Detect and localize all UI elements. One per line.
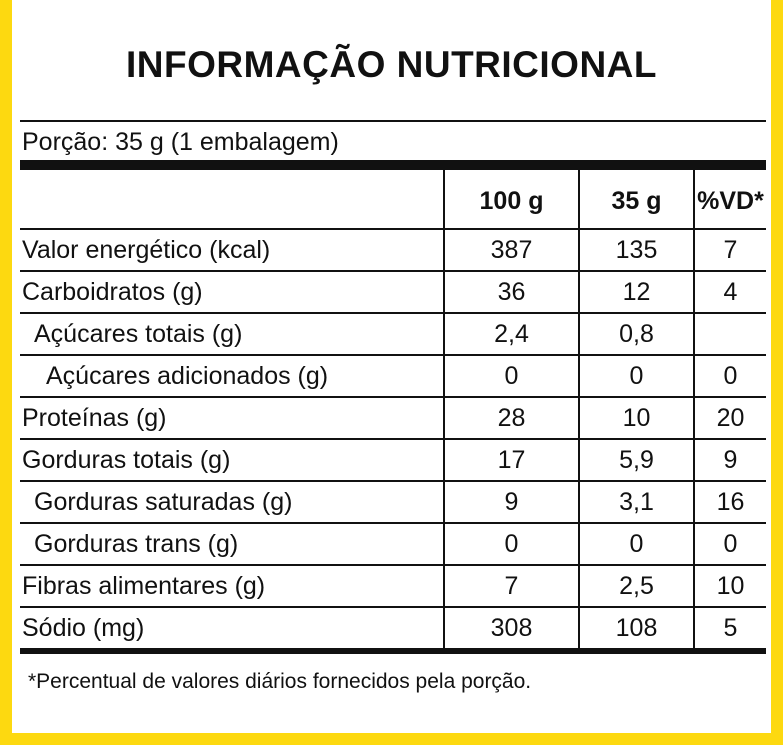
value-100g: 36 [443, 270, 579, 313]
value-100g: 17 [443, 438, 579, 481]
nutrient-label: Açúcares totais (g) [20, 312, 444, 355]
nutrient-label: Proteínas (g) [20, 396, 444, 439]
label-title: INFORMAÇÃO NUTRICIONAL [125, 44, 657, 85]
nutrient-label: Gorduras trans (g) [20, 522, 444, 565]
portion-size: Porção: 35 g (1 embalagem) [22, 128, 339, 156]
value-vd: 16 [693, 480, 766, 523]
value-100g: 2,4 [443, 312, 579, 355]
thick-divider [20, 160, 766, 170]
value-vd: 9 [693, 438, 766, 481]
nutrient-label: Gorduras totais (g) [20, 438, 444, 481]
table-row: Valor energético (kcal) 387 135 7 [20, 228, 766, 271]
value-vd: 5 [693, 606, 766, 654]
value-35g: 0 [578, 522, 694, 565]
table-row: Gorduras trans (g) 0 0 0 [20, 522, 766, 565]
nutrient-label: Sódio (mg) [20, 606, 444, 654]
value-35g: 12 [578, 270, 694, 313]
table-row: Açúcares totais (g) 2,4 0,8 [20, 312, 766, 355]
header-blank [20, 170, 444, 229]
value-vd: 0 [693, 354, 766, 397]
value-35g: 3,1 [578, 480, 694, 523]
header-row: 100 g 35 g %VD* [20, 170, 766, 229]
value-100g: 0 [443, 354, 579, 397]
nutrient-label: Fibras alimentares (g) [20, 564, 444, 607]
nutrition-label: INFORMAÇÃO NUTRICIONAL Porção: 35 g (1 e… [12, 0, 771, 733]
table-row: Açúcares adicionados (g) 0 0 0 [20, 354, 766, 397]
table-row: Gorduras totais (g) 17 5,9 9 [20, 438, 766, 481]
value-35g: 10 [578, 396, 694, 439]
header-35g: 35 g [578, 170, 694, 229]
nutrient-label: Carboidratos (g) [20, 270, 444, 313]
value-35g: 5,9 [578, 438, 694, 481]
value-35g: 0 [578, 354, 694, 397]
table-row: Fibras alimentares (g) 7 2,5 10 [20, 564, 766, 607]
nutrient-label: Açúcares adicionados (g) [20, 354, 444, 397]
nutrient-label: Gorduras saturadas (g) [20, 480, 444, 523]
table-row: Sódio (mg) 308 108 5 [20, 606, 766, 654]
value-vd: 10 [693, 564, 766, 607]
table-row: Proteínas (g) 28 10 20 [20, 396, 766, 439]
nutrient-label: Valor energético (kcal) [20, 228, 444, 271]
value-100g: 308 [443, 606, 579, 654]
value-100g: 387 [443, 228, 579, 271]
value-100g: 7 [443, 564, 579, 607]
header-100g: 100 g [443, 170, 579, 229]
table-row: Carboidratos (g) 36 12 4 [20, 270, 766, 313]
value-vd [693, 312, 766, 355]
value-vd: 7 [693, 228, 766, 271]
header-vd: %VD* [693, 170, 766, 229]
table-row: Gorduras saturadas (g) 9 3,1 16 [20, 480, 766, 523]
value-35g: 2,5 [578, 564, 694, 607]
value-35g: 0,8 [578, 312, 694, 355]
value-vd: 0 [693, 522, 766, 565]
value-35g: 135 [578, 228, 694, 271]
value-vd: 4 [693, 270, 766, 313]
value-vd: 20 [693, 396, 766, 439]
divider [20, 120, 766, 122]
value-100g: 0 [443, 522, 579, 565]
value-35g: 108 [578, 606, 694, 654]
footnote: *Percentual de valores diários fornecido… [28, 670, 532, 693]
value-100g: 9 [443, 480, 579, 523]
value-100g: 28 [443, 396, 579, 439]
nutrition-table: 100 g 35 g %VD* Valor energético (kcal) 3… [20, 170, 766, 654]
